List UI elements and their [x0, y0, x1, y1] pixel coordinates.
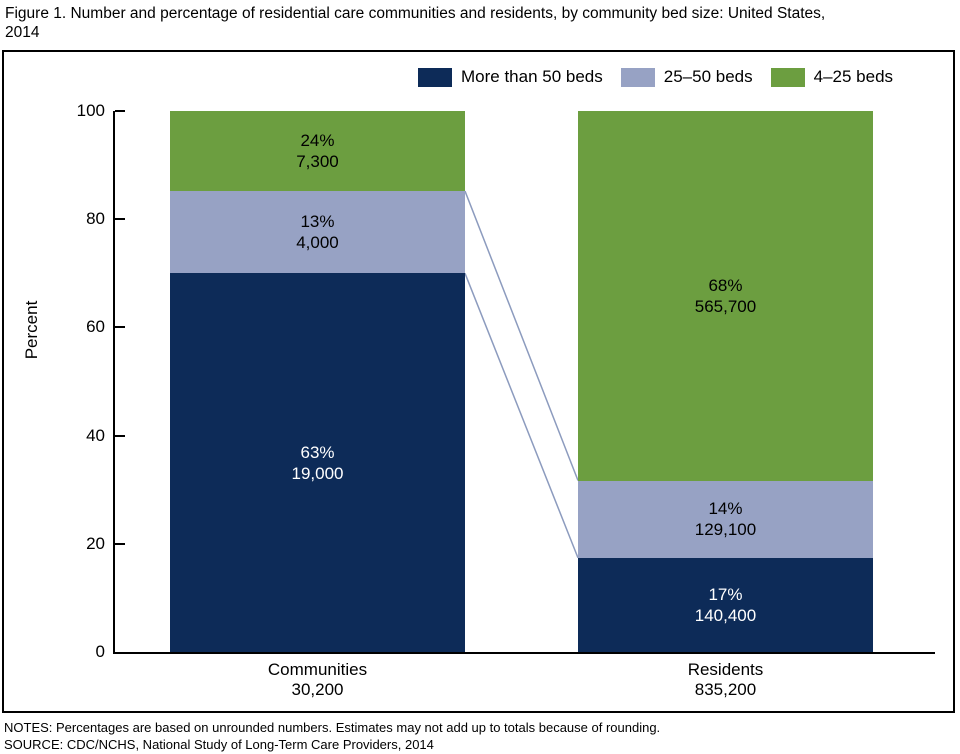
- source-line: SOURCE: CDC/NCHS, National Study of Long…: [4, 736, 434, 752]
- y-tick-mark: [115, 434, 125, 437]
- bar-communities: 63% 19,000 13% 4,000 24% 7,300: [170, 111, 465, 652]
- segment-label: 13% 4,000: [296, 212, 339, 253]
- bar-residents: 17% 140,400 14% 129,100 68% 565,700: [578, 111, 873, 652]
- bar-segment-1-0: 17% 140,400: [578, 557, 873, 652]
- bar-segment-0-1: 13% 4,000: [170, 191, 465, 274]
- legend-label: More than 50 beds: [461, 67, 603, 86]
- figure-title-line2: 2014: [5, 24, 40, 41]
- legend-label: 25–50 beds: [663, 67, 753, 86]
- connector-line: [464, 273, 579, 559]
- x-label-residents: Residents 835,200: [687, 660, 764, 699]
- y-tick-label: 60: [86, 317, 105, 337]
- segment-label: 24% 7,300: [296, 131, 339, 172]
- bar-segment-1-1: 14% 129,100: [578, 480, 873, 558]
- segment-label: 63% 19,000: [291, 442, 344, 483]
- legend-swatch-icon: [770, 67, 805, 87]
- x-label-communities: Communities 30,200: [267, 660, 368, 699]
- y-tick-label: 80: [86, 209, 105, 229]
- x-axis-line: [113, 652, 935, 654]
- figure-title: Figure 1. Number and percentage of resid…: [5, 4, 955, 42]
- segment-label: 68% 565,700: [694, 275, 757, 316]
- chart-legend: More than 50 beds 25–50 beds 4–25 beds: [418, 67, 893, 87]
- notes-line: NOTES: Percentages are based on unrounde…: [4, 720, 661, 735]
- y-tick-mark: [115, 542, 125, 545]
- connector-line: [464, 190, 579, 481]
- segment-label: 14% 129,100: [694, 499, 757, 540]
- segment-label: 17% 140,400: [694, 584, 757, 625]
- bar-segment-0-2: 24% 7,300: [170, 111, 465, 192]
- legend-item-1: 25–50 beds: [620, 67, 753, 87]
- y-tick-mark: [115, 110, 125, 112]
- y-tick-mark: [115, 326, 125, 329]
- legend-swatch-icon: [620, 67, 655, 87]
- legend-item-2: 4–25 beds: [770, 67, 894, 87]
- y-tick-label: 100: [76, 101, 105, 120]
- y-tick-label: 40: [86, 425, 105, 445]
- legend-item-0: More than 50 beds: [418, 67, 603, 87]
- legend-label: 4–25 beds: [813, 67, 894, 86]
- figure-title-line1: Figure 1. Number and percentage of resid…: [5, 5, 826, 22]
- y-axis-line: [113, 111, 115, 654]
- bar-segment-1-2: 68% 565,700: [578, 111, 873, 481]
- chart-frame: More than 50 beds 25–50 beds 4–25 beds Per…: [2, 50, 955, 713]
- bar-segment-0-0: 63% 19,000: [170, 273, 465, 652]
- footnotes: NOTES: Percentages are based on unrounde…: [4, 720, 660, 753]
- legend-swatch-icon: [418, 67, 452, 87]
- y-tick-mark: [115, 218, 125, 221]
- y-tick-label: 0: [95, 642, 105, 661]
- y-tick-label: 20: [86, 533, 105, 553]
